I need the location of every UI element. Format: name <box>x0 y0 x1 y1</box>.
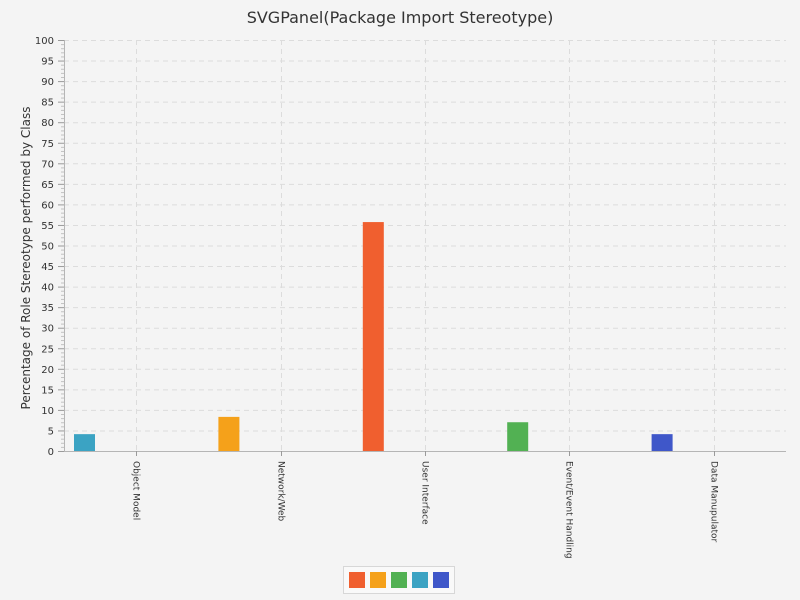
y-tick-label: 20 <box>41 365 54 376</box>
y-axis-label: Percentage of Role Stereotype performed … <box>19 107 33 410</box>
chart-title: SVGPanel(Package Import Stereotype) <box>246 8 554 27</box>
y-tick-label: 50 <box>41 242 54 253</box>
y-tick-label: 15 <box>41 385 54 396</box>
y-tick-label: 85 <box>41 98 54 109</box>
y-tick-label: 65 <box>41 180 54 191</box>
bar <box>651 434 673 451</box>
bars <box>74 222 673 451</box>
y-tick-label: 0 <box>48 447 54 458</box>
x-tick-label: Object Model <box>131 461 141 520</box>
y-tick-label: 35 <box>41 303 54 314</box>
x-axis: Object Model Network/Web User Interface Eve… <box>64 451 786 559</box>
y-tick-label: 25 <box>41 344 54 355</box>
y-tick-label: 75 <box>41 139 54 150</box>
bar <box>507 422 529 451</box>
legend-swatch <box>349 572 365 588</box>
legend-swatch <box>370 572 386 588</box>
x-tick-label: Event/Event Handling <box>564 461 574 559</box>
y-tick-label: 80 <box>41 118 54 129</box>
y-tick-label: 40 <box>41 283 54 294</box>
legend <box>343 566 455 594</box>
legend-swatch <box>391 572 407 588</box>
y-tick-label: 90 <box>41 77 54 88</box>
y-tick-label: 30 <box>41 324 54 335</box>
y-tick-label: 70 <box>41 159 54 170</box>
x-tick-label: Data Manupulator <box>709 461 719 543</box>
y-tick-label: 5 <box>48 426 54 437</box>
x-tick-label: User Interface <box>420 461 430 525</box>
y-tick-label: 95 <box>41 57 54 68</box>
bar <box>74 434 95 451</box>
y-tick-label: 100 <box>35 36 54 47</box>
y-tick-label: 10 <box>41 406 54 417</box>
y-tick-label: 55 <box>41 221 54 232</box>
bar <box>362 222 384 451</box>
bar <box>218 416 240 451</box>
legend-swatch <box>412 572 428 588</box>
y-axis: 0 5 10 15 20 25 30 35 40 45 50 55 60 65 70 75 80 85 90 95 10… <box>35 36 65 458</box>
y-tick-label: 60 <box>41 200 54 211</box>
y-tick-label: 45 <box>41 262 54 273</box>
grid <box>64 40 786 451</box>
x-tick-label: Network/Web <box>276 461 286 522</box>
legend-swatch <box>433 572 449 588</box>
